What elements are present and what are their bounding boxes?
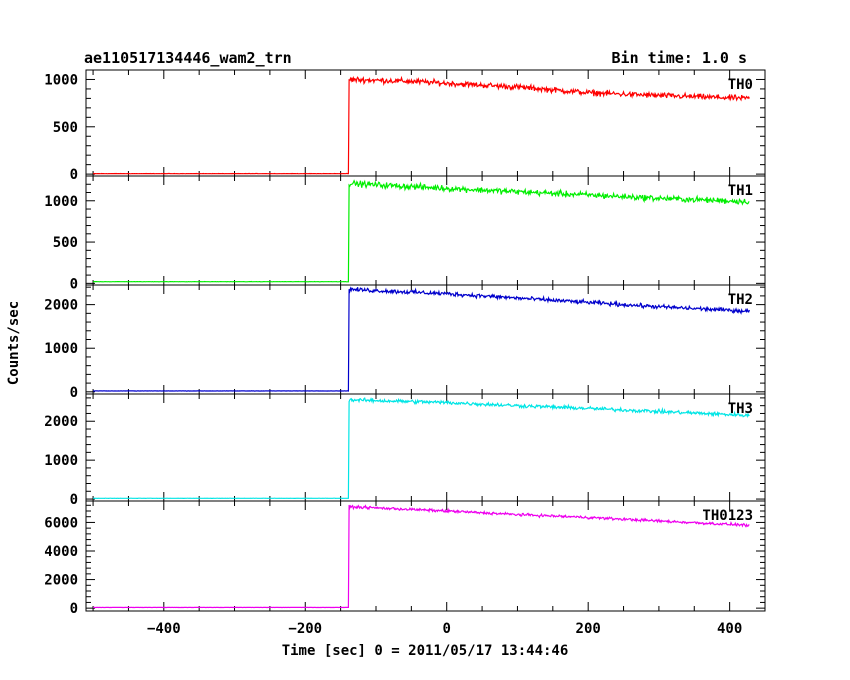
y-tick-label: 1000 (44, 453, 78, 469)
x-axis-label: Time [sec] 0 = 2011/05/17 13:44:46 (282, 643, 569, 659)
x-tick-label: 400 (717, 621, 742, 637)
x-tick-label: 200 (576, 621, 601, 637)
y-tick-label: 0 (70, 492, 78, 508)
panels-group: 0 500 1000 TH0 0 500 1000 TH1 0 1000 2000 TH2 0 1000 2… (44, 69, 766, 617)
bin-time-label: Bin time: 1.0 s (612, 49, 747, 67)
y-tick-label: 6000 (44, 515, 78, 531)
panel-th2: 0 1000 2000 TH2 (44, 284, 766, 401)
y-tick-label: 1000 (44, 194, 78, 210)
panel-frame (85, 175, 766, 286)
x-tick-label: 0 (443, 621, 451, 637)
y-tick-label: 2000 (44, 298, 78, 314)
series-th0 (93, 75, 750, 175)
y-tick-label: 0 (70, 276, 78, 292)
panel-label: TH2 (728, 292, 753, 308)
panel-frame (85, 284, 766, 395)
y-tick-label: 500 (53, 120, 78, 136)
series-th0123 (93, 504, 750, 609)
series-th1 (92, 179, 750, 283)
y-tick-label: 1000 (44, 341, 78, 357)
x-tick-label: −400 (147, 621, 181, 637)
y-tick-label: 0 (70, 385, 78, 401)
panel-label: TH0 (728, 77, 753, 93)
y-axis-label: Counts/sec (6, 301, 22, 385)
series-th3 (93, 397, 750, 500)
x-tick-label: −200 (288, 621, 322, 637)
x-axis: −400 −200 0 200 400 (147, 621, 742, 637)
series-th2 (93, 286, 750, 392)
chart-title: ae110517134446_wam2_trn (84, 49, 292, 67)
panel-th3: 0 1000 2000 TH3 (44, 393, 766, 508)
y-tick-label: 4000 (44, 544, 78, 560)
y-tick-label: 1000 (44, 72, 78, 88)
panel-th1: 0 500 1000 TH1 (44, 175, 766, 292)
panel-label: TH1 (728, 183, 753, 199)
panel-label: TH0123 (702, 508, 753, 524)
panel-frame (85, 393, 766, 502)
panel-th0123: 0 2000 4000 6000 TH0123 (44, 500, 766, 617)
y-tick-label: 500 (53, 235, 78, 251)
y-tick-label: 0 (70, 167, 78, 183)
panel-frame (85, 500, 766, 612)
y-tick-label: 2000 (44, 414, 78, 430)
y-tick-label: 0 (70, 601, 78, 617)
panel-label: TH3 (728, 401, 753, 417)
panel-th0: 0 500 1000 TH0 (44, 69, 766, 183)
panel-frame (85, 69, 766, 177)
y-tick-label: 2000 (44, 573, 78, 589)
